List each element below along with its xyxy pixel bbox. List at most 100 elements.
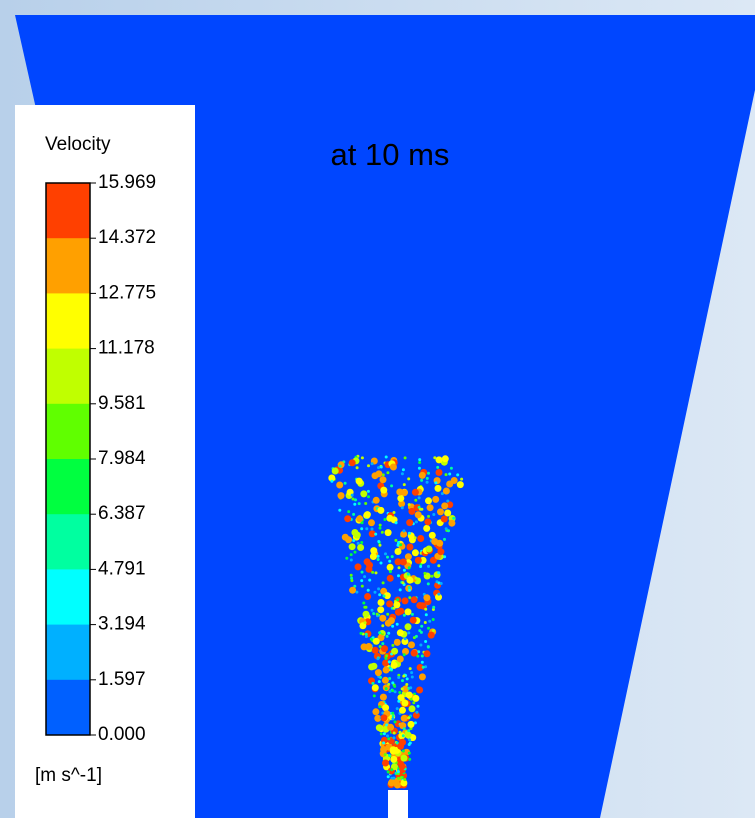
particle [349, 543, 356, 550]
particle [392, 715, 395, 718]
particle [345, 536, 352, 543]
particle [383, 595, 386, 598]
particle [360, 541, 363, 544]
particle [401, 679, 404, 682]
particle [392, 777, 395, 780]
particle [400, 776, 403, 779]
particle [360, 632, 363, 635]
particle [420, 625, 423, 628]
particle [402, 750, 405, 753]
particle [355, 591, 358, 594]
color-band [46, 238, 90, 294]
particle [447, 529, 450, 532]
particle [377, 606, 384, 613]
particle [388, 754, 391, 757]
particle [440, 582, 443, 585]
particle [405, 608, 412, 615]
particle [402, 734, 405, 737]
particle [370, 553, 377, 560]
particle [403, 727, 406, 730]
particle [409, 705, 416, 712]
particle [364, 621, 367, 624]
color-band [46, 349, 90, 405]
particle [429, 532, 436, 539]
particle [419, 673, 426, 680]
particle [385, 456, 388, 459]
particle [360, 579, 363, 582]
particle [381, 645, 388, 652]
particle [390, 756, 397, 763]
particle [378, 680, 381, 683]
particle [425, 497, 432, 504]
particle [412, 489, 419, 496]
particle [387, 683, 390, 686]
particle [399, 543, 402, 546]
particle [427, 645, 430, 648]
particle [388, 690, 391, 693]
particle [356, 478, 363, 485]
particle [354, 551, 357, 554]
particle [376, 724, 383, 731]
particle [398, 566, 401, 569]
particle [380, 746, 387, 753]
particle [387, 724, 394, 731]
color-band [46, 293, 90, 349]
particle [395, 521, 398, 524]
particle [379, 645, 382, 648]
particle [360, 527, 363, 530]
particle [450, 467, 453, 470]
particle [424, 650, 431, 657]
particle [424, 608, 427, 611]
particle [386, 734, 389, 737]
particle [420, 631, 423, 634]
particle [431, 575, 434, 578]
particle [384, 552, 387, 555]
particle [407, 477, 410, 480]
particle [391, 717, 394, 720]
particle [416, 687, 423, 694]
particle [405, 623, 412, 630]
particle [390, 768, 393, 771]
particle [423, 572, 426, 575]
particle [355, 563, 362, 570]
particle [394, 690, 397, 693]
particle [402, 581, 405, 584]
particle [426, 481, 429, 484]
particle [383, 667, 390, 674]
particle [427, 582, 430, 585]
particle [402, 529, 405, 532]
particle [367, 490, 370, 493]
nozzle [388, 790, 408, 818]
particle [437, 548, 444, 555]
particle [396, 707, 399, 710]
particle [387, 564, 394, 571]
particle [434, 481, 437, 484]
particle [415, 635, 418, 638]
particle [380, 562, 383, 565]
particle [372, 612, 375, 615]
particle [364, 502, 367, 505]
particle [407, 729, 410, 732]
color-band [46, 680, 90, 736]
particle [411, 596, 418, 603]
particle [421, 661, 424, 664]
particle [388, 560, 391, 563]
particle [351, 529, 358, 536]
particle [352, 513, 355, 516]
particle [378, 705, 381, 708]
particle [377, 558, 380, 561]
particle [386, 471, 389, 474]
particle [385, 529, 392, 536]
particle [361, 643, 368, 650]
particle [356, 515, 363, 522]
particle [406, 677, 409, 680]
tick-label: 1.597 [98, 669, 146, 690]
particle [387, 737, 390, 740]
particle [380, 476, 387, 483]
particle [436, 540, 443, 547]
tick-label: 7.984 [98, 448, 146, 469]
particle [437, 571, 440, 574]
particle [442, 455, 449, 462]
particle [378, 593, 381, 596]
particle [395, 772, 398, 775]
